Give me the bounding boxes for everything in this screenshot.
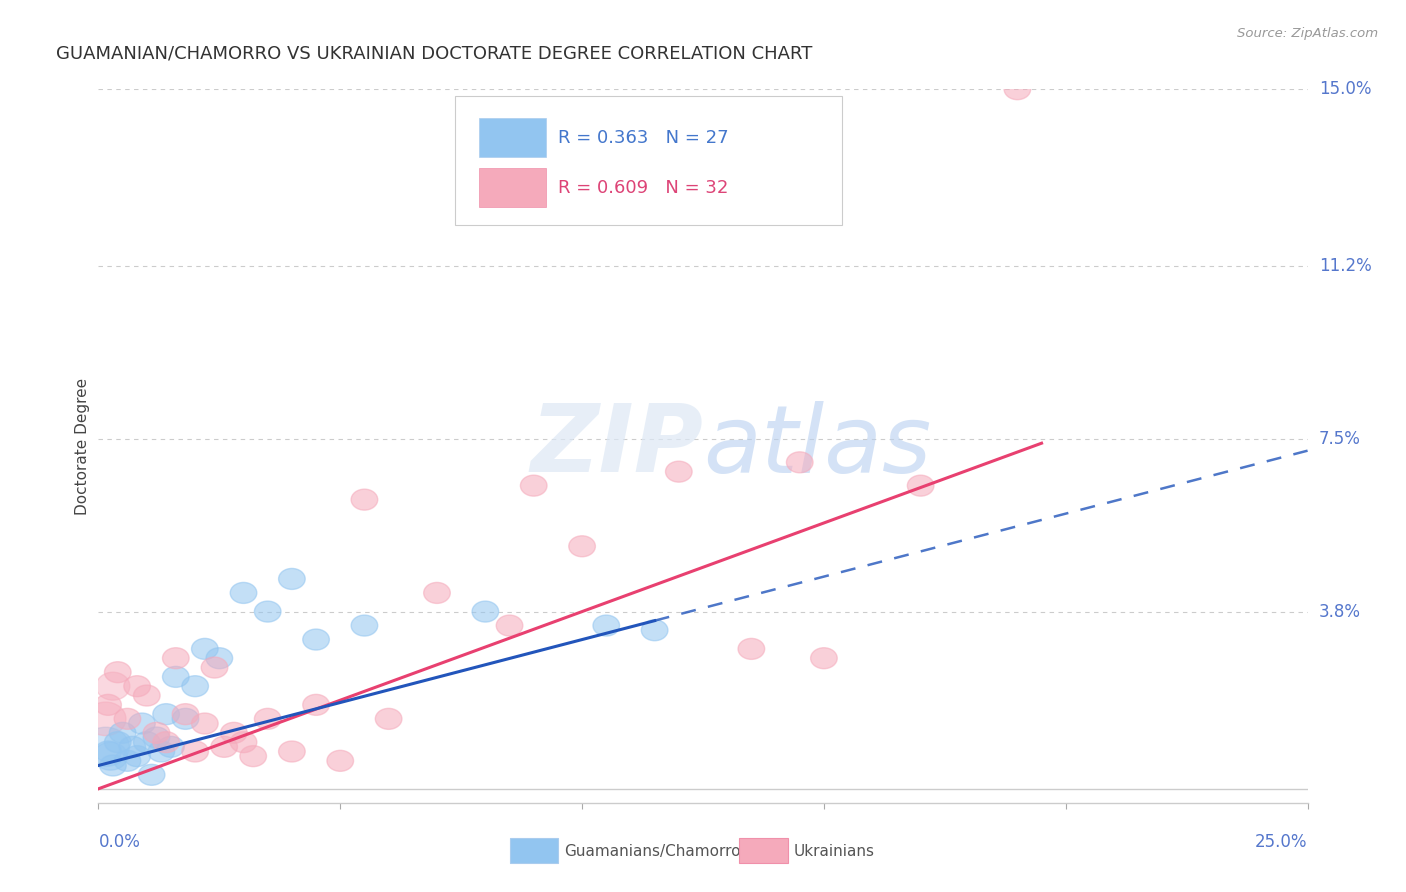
Ellipse shape bbox=[153, 704, 180, 724]
Ellipse shape bbox=[172, 704, 198, 724]
Text: R = 0.609   N = 32: R = 0.609 N = 32 bbox=[558, 178, 728, 196]
Ellipse shape bbox=[240, 746, 267, 766]
Ellipse shape bbox=[134, 731, 160, 753]
Ellipse shape bbox=[94, 742, 128, 770]
Ellipse shape bbox=[100, 755, 127, 776]
FancyBboxPatch shape bbox=[479, 118, 546, 157]
Text: ZIP: ZIP bbox=[530, 400, 703, 492]
Ellipse shape bbox=[163, 648, 188, 669]
Ellipse shape bbox=[104, 662, 131, 682]
Ellipse shape bbox=[352, 489, 378, 510]
Y-axis label: Doctorate Degree: Doctorate Degree bbox=[75, 377, 90, 515]
Ellipse shape bbox=[172, 708, 198, 730]
Ellipse shape bbox=[110, 723, 136, 743]
Ellipse shape bbox=[231, 731, 257, 753]
Ellipse shape bbox=[423, 582, 450, 603]
Ellipse shape bbox=[191, 713, 218, 734]
Ellipse shape bbox=[472, 601, 499, 622]
Text: Guamanians/Chamorros: Guamanians/Chamorros bbox=[564, 844, 748, 859]
Ellipse shape bbox=[129, 713, 155, 734]
FancyBboxPatch shape bbox=[456, 96, 842, 225]
Ellipse shape bbox=[738, 639, 765, 659]
Text: GUAMANIAN/CHAMORRO VS UKRAINIAN DOCTORATE DEGREE CORRELATION CHART: GUAMANIAN/CHAMORRO VS UKRAINIAN DOCTORAT… bbox=[56, 45, 813, 62]
Ellipse shape bbox=[181, 741, 208, 762]
Ellipse shape bbox=[211, 736, 238, 757]
Ellipse shape bbox=[104, 731, 131, 753]
Ellipse shape bbox=[375, 708, 402, 730]
Ellipse shape bbox=[138, 764, 165, 785]
Text: Ukrainians: Ukrainians bbox=[793, 844, 875, 859]
Ellipse shape bbox=[120, 736, 146, 757]
Ellipse shape bbox=[96, 673, 129, 700]
Ellipse shape bbox=[94, 694, 121, 715]
Ellipse shape bbox=[86, 702, 127, 736]
Ellipse shape bbox=[82, 727, 129, 766]
Ellipse shape bbox=[254, 601, 281, 622]
Text: 7.5%: 7.5% bbox=[1319, 430, 1361, 448]
Ellipse shape bbox=[278, 741, 305, 762]
Ellipse shape bbox=[114, 708, 141, 730]
Ellipse shape bbox=[811, 648, 837, 669]
Text: 3.8%: 3.8% bbox=[1319, 603, 1361, 621]
Ellipse shape bbox=[134, 685, 160, 706]
Ellipse shape bbox=[593, 615, 620, 636]
Ellipse shape bbox=[254, 708, 281, 730]
Text: atlas: atlas bbox=[703, 401, 931, 491]
Text: 15.0%: 15.0% bbox=[1319, 80, 1371, 98]
Ellipse shape bbox=[641, 620, 668, 640]
FancyBboxPatch shape bbox=[479, 168, 546, 207]
Ellipse shape bbox=[302, 629, 329, 650]
Ellipse shape bbox=[569, 536, 595, 557]
Ellipse shape bbox=[221, 723, 247, 743]
Ellipse shape bbox=[328, 750, 353, 772]
Ellipse shape bbox=[124, 746, 150, 766]
Text: 0.0%: 0.0% bbox=[98, 833, 141, 851]
Ellipse shape bbox=[163, 666, 188, 688]
Ellipse shape bbox=[181, 676, 208, 697]
Ellipse shape bbox=[124, 676, 150, 697]
FancyBboxPatch shape bbox=[740, 838, 787, 863]
Ellipse shape bbox=[231, 582, 257, 603]
Ellipse shape bbox=[520, 475, 547, 496]
Text: Source: ZipAtlas.com: Source: ZipAtlas.com bbox=[1237, 27, 1378, 40]
Ellipse shape bbox=[496, 615, 523, 636]
Ellipse shape bbox=[157, 736, 184, 757]
Ellipse shape bbox=[114, 750, 141, 772]
Ellipse shape bbox=[278, 568, 305, 590]
Text: R = 0.363   N = 27: R = 0.363 N = 27 bbox=[558, 128, 728, 146]
Ellipse shape bbox=[94, 741, 121, 762]
Ellipse shape bbox=[201, 657, 228, 678]
Text: 25.0%: 25.0% bbox=[1256, 833, 1308, 851]
Ellipse shape bbox=[352, 615, 378, 636]
Ellipse shape bbox=[302, 694, 329, 715]
Ellipse shape bbox=[153, 731, 180, 753]
Ellipse shape bbox=[665, 461, 692, 483]
Ellipse shape bbox=[143, 727, 170, 748]
Ellipse shape bbox=[786, 452, 813, 473]
Ellipse shape bbox=[907, 475, 934, 496]
FancyBboxPatch shape bbox=[509, 838, 558, 863]
Ellipse shape bbox=[207, 648, 232, 669]
Ellipse shape bbox=[143, 723, 170, 743]
Ellipse shape bbox=[148, 741, 174, 762]
Text: 11.2%: 11.2% bbox=[1319, 258, 1371, 276]
Ellipse shape bbox=[191, 639, 218, 659]
Ellipse shape bbox=[1004, 78, 1031, 100]
